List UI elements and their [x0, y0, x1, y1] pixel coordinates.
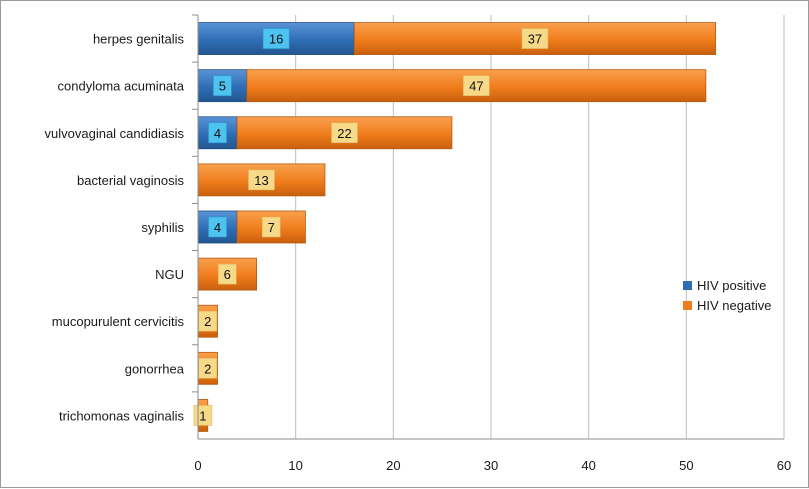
- data-label: 16: [269, 32, 283, 47]
- category-label: bacterial vaginosis: [77, 173, 184, 188]
- data-label: 1: [199, 408, 206, 423]
- category-label: trichomonas vaginalis: [59, 408, 185, 423]
- data-label: 22: [337, 126, 351, 141]
- x-tick-label: 20: [386, 458, 400, 473]
- data-label-box: [198, 358, 218, 379]
- data-label: 2: [204, 314, 211, 329]
- category-label: herpes genitalis: [93, 32, 185, 47]
- data-label-box: [521, 28, 549, 49]
- data-label-box: [262, 28, 290, 49]
- legend: HIV positive HIV negative: [683, 278, 771, 313]
- data-label: 37: [528, 32, 542, 47]
- data-label-box: [463, 75, 490, 96]
- category-label: vulvovaginal candidiasis: [45, 126, 185, 141]
- bar-segment: [197, 22, 355, 55]
- data-label: 6: [224, 267, 231, 282]
- x-tick-label: 0: [194, 458, 201, 473]
- x-tick-label: 60: [777, 458, 791, 473]
- data-label-box: [331, 122, 358, 144]
- x-tick-label: 50: [679, 458, 693, 473]
- data-label: 4: [214, 126, 221, 141]
- data-label-box: [208, 216, 227, 238]
- legend-label: HIV negative: [697, 298, 771, 313]
- x-tick-label: 40: [581, 458, 595, 473]
- category-label: gonorrhea: [125, 361, 185, 376]
- category-label: mucopurulent cervicitis: [52, 314, 185, 329]
- x-tick-label: 30: [484, 458, 498, 473]
- data-label: 7: [268, 220, 275, 235]
- data-label-box: [213, 75, 232, 96]
- x-tick-label: 10: [288, 458, 302, 473]
- legend-label: HIV positive: [697, 278, 766, 293]
- data-label-box: [261, 216, 281, 238]
- category-label: syphilis: [141, 220, 184, 235]
- category-label: NGU: [155, 267, 184, 282]
- data-label: 13: [254, 173, 268, 188]
- data-label: 4: [214, 220, 221, 235]
- bars: [197, 22, 717, 432]
- category-label: condyloma acuminata: [58, 79, 185, 94]
- data-label: 5: [219, 79, 226, 94]
- data-label-box: [218, 263, 237, 285]
- data-label-box: [248, 169, 275, 191]
- legend-swatch: [683, 281, 692, 290]
- axes: 0 10 20 30 40 50 60 herpes genitalis condyloma a…: [45, 14, 791, 473]
- data-label-box: [208, 122, 227, 144]
- legend-swatch: [683, 301, 692, 310]
- data-label-box: [198, 310, 218, 332]
- data-label: 47: [469, 79, 483, 94]
- data-label: 2: [204, 361, 211, 376]
